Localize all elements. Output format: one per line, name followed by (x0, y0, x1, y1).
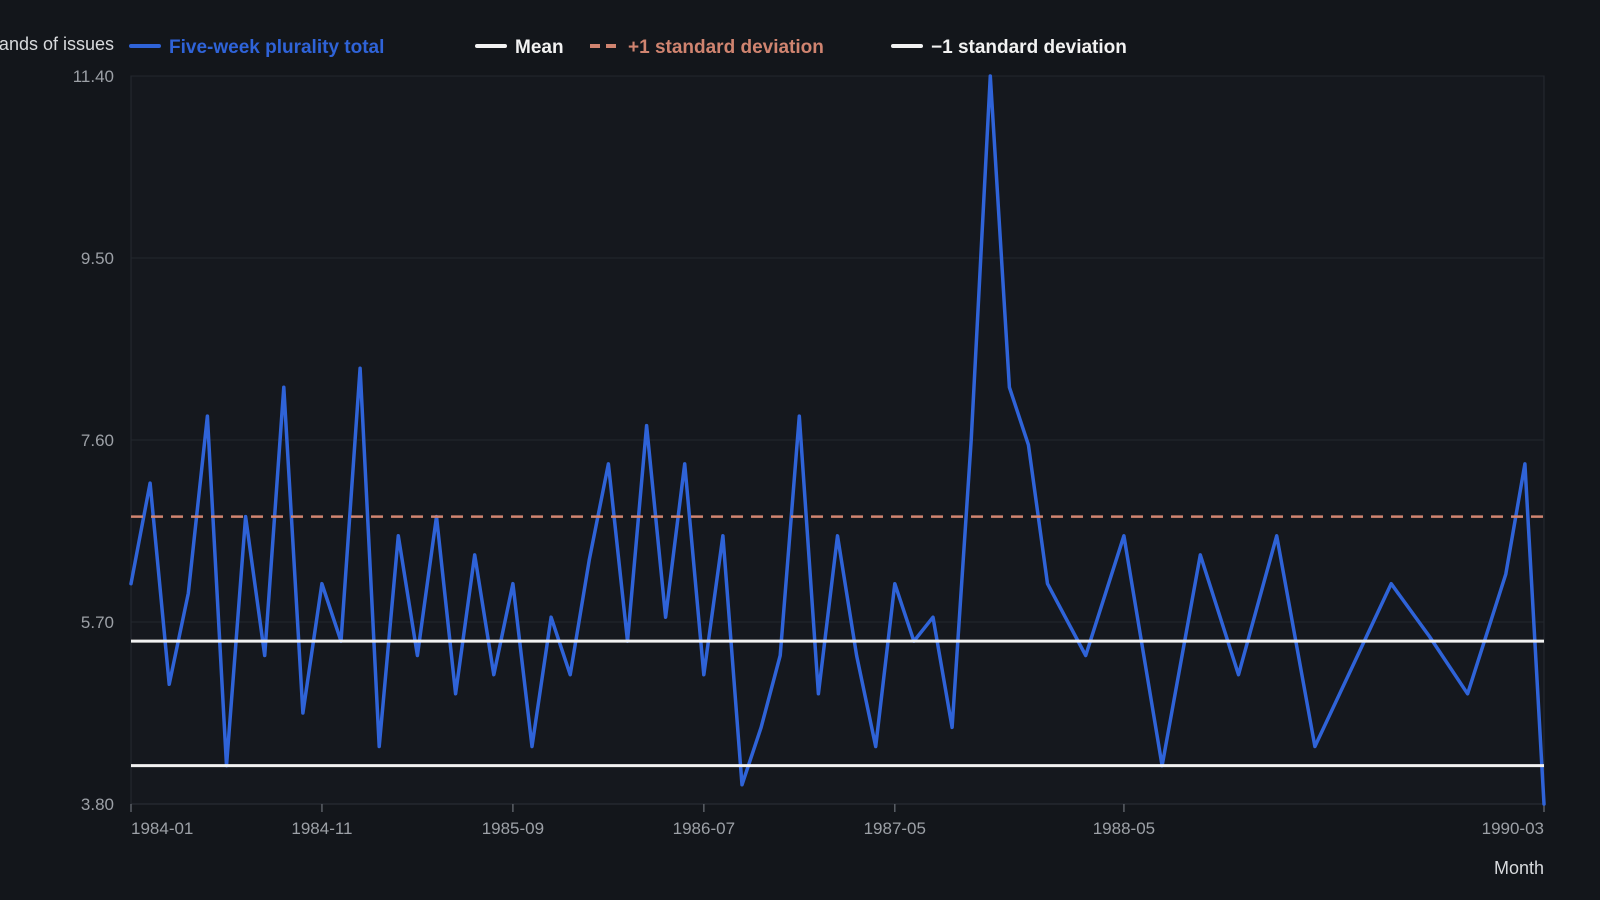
x-tick-label: 1990-03 (1482, 819, 1544, 838)
legend-label: Five-week plurality total (169, 37, 384, 58)
series-line-plurality-total (129, 74, 1546, 806)
x-tick-label: 1984-11 (291, 819, 352, 838)
y-tick-label: 11.40 (73, 67, 114, 86)
legend-label: Mean (515, 37, 564, 58)
y-tick-label: 3.80 (81, 795, 114, 814)
legend-label: −1 standard deviation (931, 37, 1127, 58)
x-tick-label: 1984-01 (131, 819, 193, 838)
series-layer (129, 74, 1546, 806)
x-axis: 1984-01 1984-11 1985-09 1986-07 1987-05 1988-… (130, 803, 1545, 838)
legend: Five-week plurality total Mean +1 standard… (129, 37, 1127, 58)
x-tick-label: 1988-05 (1093, 819, 1155, 838)
x-tick-label: 1987-05 (864, 819, 926, 838)
y-axis: 3.80 5.70 7.60 9.50 11.40 (73, 67, 114, 814)
y-tick-label: 5.70 (81, 613, 114, 632)
legend-label: +1 standard deviation (628, 37, 824, 58)
y-axis-title: Thousands of issues (0, 34, 114, 54)
x-tick-label: 1985-09 (482, 819, 544, 838)
x-axis-title: Month (1494, 858, 1544, 878)
y-tick-label: 9.50 (81, 249, 114, 268)
y-tick-label: 7.60 (81, 431, 114, 450)
x-tick-label: 1986-07 (673, 819, 735, 838)
